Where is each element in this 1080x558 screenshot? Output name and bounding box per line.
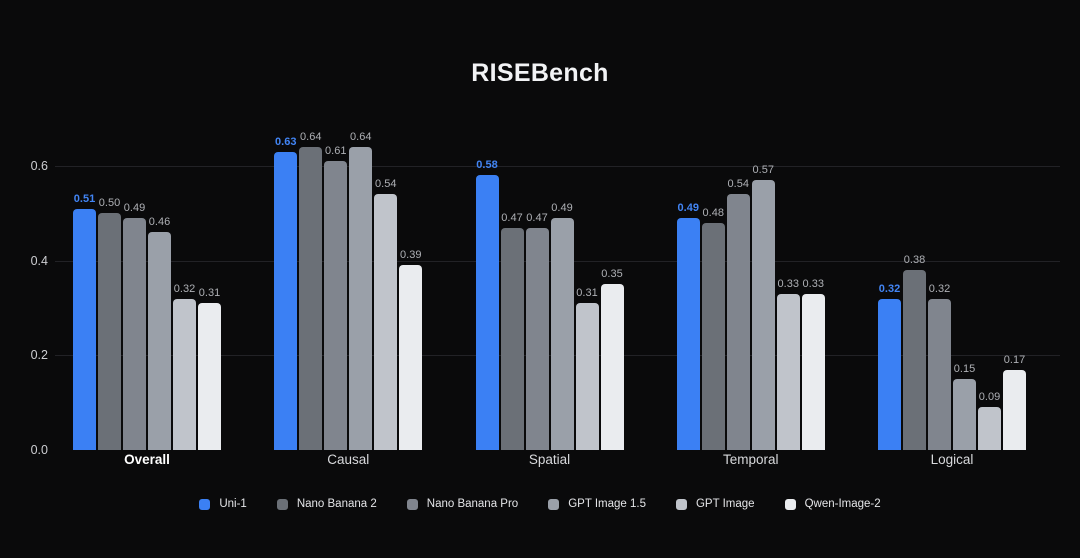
legend-swatch [675, 498, 687, 510]
y-axis-tick-label: 0.0 [30, 443, 48, 457]
legend-swatch [784, 498, 796, 510]
legend-label: Qwen-Image-2 [804, 498, 881, 510]
bar: 0.49 [123, 202, 146, 450]
bar-value-label: 0.57 [752, 164, 774, 177]
bar: 0.31 [575, 287, 599, 450]
bar: 0.09 [978, 391, 1001, 450]
bar: 0.64 [299, 131, 323, 450]
bar-value-label: 0.15 [953, 363, 976, 375]
bar: 0.46 [148, 216, 171, 450]
bar: 0.50 [98, 197, 121, 450]
bar-value-label: 0.39 [400, 249, 422, 262]
x-axis-category-label: Temporal [722, 452, 779, 467]
bar-value-label: 0.54 [727, 178, 749, 191]
bar-value-label: 0.17 [1003, 353, 1026, 366]
bar: 0.33 [776, 278, 800, 450]
bar: 0.49 [550, 202, 574, 450]
y-axis-tick-label: 0.6 [30, 159, 48, 173]
legend-item: Qwen-Image-2 [784, 498, 881, 510]
legend-item: Uni-1 [199, 498, 247, 510]
bar-value-label: 0.64 [350, 131, 372, 144]
gridline [55, 166, 1060, 167]
bar-value-label: 0.63 [275, 135, 297, 148]
bar: 0.64 [349, 131, 373, 450]
bar-value-label: 0.47 [526, 211, 548, 224]
bar: 0.47 [525, 212, 549, 450]
bar-value-label: 0.32 [928, 282, 951, 295]
bar-value-label: 0.32 [878, 282, 901, 295]
bar: 0.32 [173, 283, 196, 450]
legend-label: Nano Banana Pro [426, 498, 519, 510]
bar: 0.51 [73, 193, 96, 450]
bar-group: 0.51 0.50 0.49 0.46 0.32 0.31 [72, 193, 222, 450]
y-axis-tick-label: 0.4 [30, 253, 48, 268]
bar: 0.15 [953, 363, 976, 450]
bar-group: 0.49 0.48 0.54 0.57 0.33 0.33 [676, 164, 826, 450]
bar-value-label: 0.09 [978, 391, 1001, 404]
bar: 0.49 [676, 202, 700, 450]
legend-label: Nano Banana 2 [296, 498, 377, 510]
bar-value-label: 0.38 [903, 254, 926, 267]
legend-label: GPT Image 1.5 [568, 498, 646, 510]
bar-value-label: 0.51 [73, 192, 96, 205]
bar: 0.63 [274, 136, 298, 450]
bar-value-label: 0.49 [551, 202, 573, 215]
bar: 0.54 [726, 178, 750, 450]
bar: 0.32 [928, 283, 951, 450]
bar-value-label: 0.32 [173, 282, 196, 295]
legend-swatch [199, 498, 211, 510]
bar-value-label: 0.35 [601, 268, 623, 281]
y-axis-tick-label: 0.2 [30, 348, 48, 363]
bar-value-label: 0.31 [576, 287, 598, 300]
bar-value-label: 0.49 [677, 202, 699, 215]
bar-group: 0.32 0.38 0.32 0.15 0.09 0.17 [877, 254, 1027, 450]
bar: 0.57 [751, 164, 775, 450]
bar-value-label: 0.31 [198, 287, 221, 300]
legend-item: GPT Image 1.5 [548, 498, 646, 510]
bar: 0.47 [500, 212, 524, 450]
bar: 0.48 [701, 207, 725, 450]
bar: 0.32 [878, 283, 901, 450]
legend-label: Uni-1 [219, 498, 247, 510]
bar: 0.33 [801, 278, 825, 450]
bar: 0.54 [374, 178, 398, 450]
bar-value-label: 0.48 [702, 206, 724, 219]
legend: Uni-1 Nano Banana 2 Nano Banana Pro GPT Ima… [0, 498, 1080, 510]
bar: 0.38 [903, 254, 926, 450]
bar-value-label: 0.33 [777, 277, 799, 290]
legend-swatch [406, 498, 418, 510]
x-axis-category-label: Spatial [528, 452, 571, 467]
legend-swatch [276, 498, 288, 510]
bar-value-label: 0.61 [325, 145, 347, 158]
x-axis-category-label: Logical [930, 452, 974, 467]
bar: 0.17 [1003, 354, 1026, 450]
legend-item: GPT Image [675, 498, 755, 510]
bar-value-label: 0.58 [476, 159, 498, 172]
legend-swatch [548, 498, 560, 510]
bar-value-label: 0.47 [501, 211, 523, 224]
bar-value-label: 0.64 [300, 131, 322, 144]
chart-title: RISEBench [471, 59, 609, 87]
bar: 0.31 [198, 287, 221, 450]
legend-item: Nano Banana Pro [406, 498, 519, 510]
bar: 0.35 [600, 268, 624, 450]
bar-group: 0.63 0.64 0.61 0.64 0.54 0.39 [273, 131, 423, 450]
bar: 0.58 [475, 159, 499, 450]
bar-value-label: 0.46 [148, 216, 171, 229]
x-axis-category-label: Causal [327, 452, 370, 467]
bar: 0.39 [399, 249, 423, 450]
bar-value-label: 0.54 [375, 178, 397, 191]
bar-value-label: 0.50 [98, 197, 121, 210]
bar-value-label: 0.49 [123, 202, 146, 215]
legend-label: GPT Image [695, 498, 755, 510]
bar-group: 0.58 0.47 0.47 0.49 0.31 0.35 [475, 159, 625, 450]
legend-item: Nano Banana 2 [276, 498, 377, 510]
x-axis-category-label: Overall [124, 452, 170, 467]
bar: 0.61 [324, 145, 348, 450]
bar-value-label: 0.33 [802, 277, 824, 290]
